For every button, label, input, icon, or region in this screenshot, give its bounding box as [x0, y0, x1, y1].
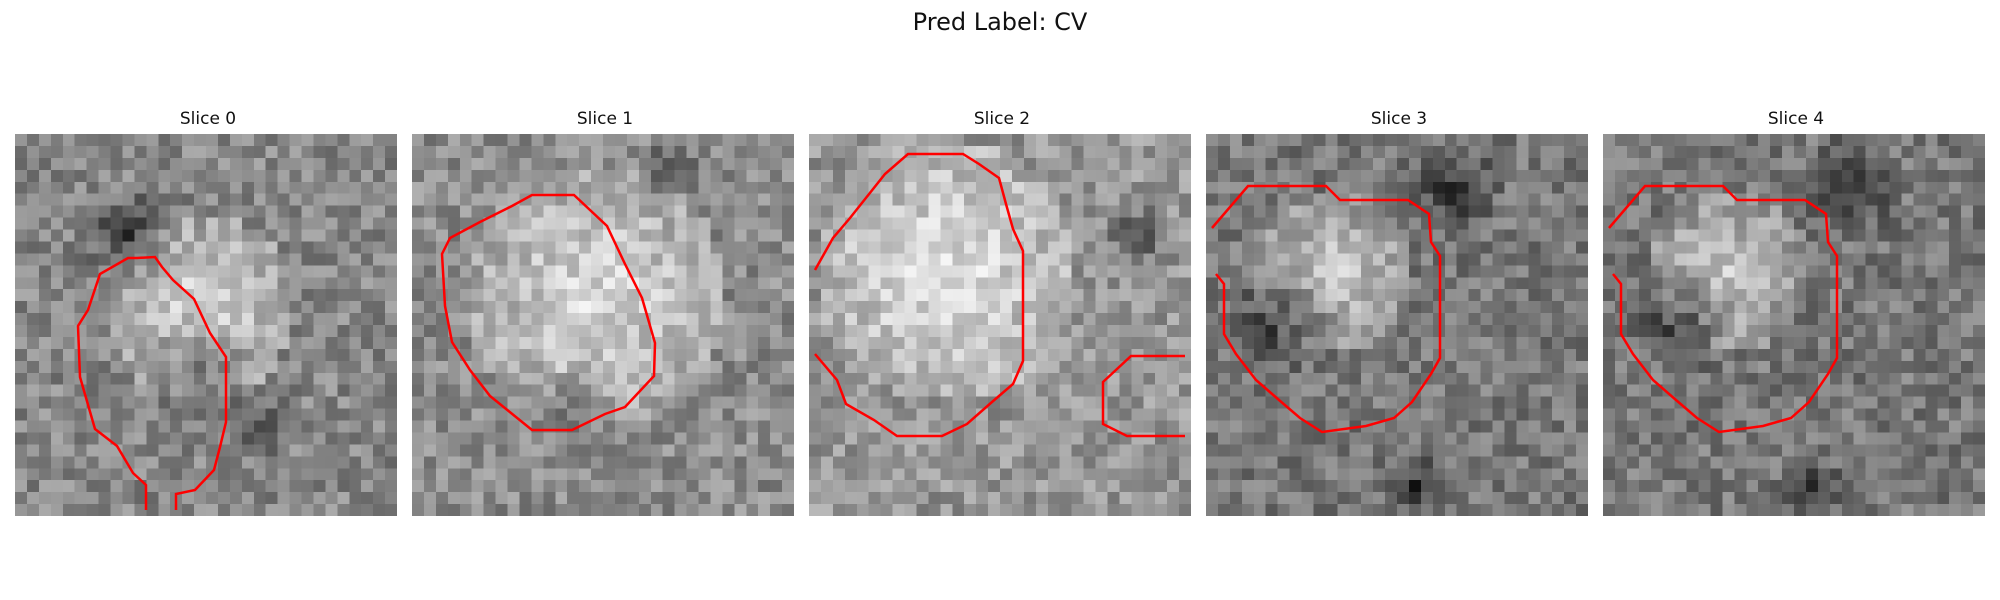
- slice-title: Slice 1: [576, 109, 634, 129]
- slice-panel-1: Slice 1: [412, 108, 798, 516]
- contour-line: [1211, 184, 1442, 434]
- slice-panel-3: Slice 3: [1206, 108, 1592, 516]
- contour-line: [440, 193, 657, 432]
- slice-image: [412, 134, 794, 516]
- slice-title: Slice 0: [179, 109, 237, 129]
- slice-panel-4: Slice 4: [1603, 108, 1989, 516]
- segmentation-contour: [440, 193, 657, 432]
- segmentation-contour: [813, 152, 1185, 438]
- slice-title: Slice 2: [973, 109, 1031, 129]
- slice-title: Slice 4: [1767, 109, 1825, 129]
- segmentation-contour: [1211, 184, 1442, 434]
- slice-panel-2: Slice 2: [809, 108, 1195, 516]
- slice-title: Slice 3: [1370, 109, 1428, 129]
- slice-image: [809, 134, 1191, 516]
- contour-line: [76, 255, 228, 510]
- contour-line: [813, 152, 1025, 438]
- slice-image: [1603, 134, 1985, 516]
- segmentation-contour: [1608, 184, 1839, 434]
- segmentation-contour: [76, 255, 228, 510]
- contour-line: [1608, 184, 1839, 434]
- contour-line: [1101, 354, 1185, 438]
- slice-panel-0: Slice 0: [15, 108, 401, 516]
- figure-title: Pred Label: CV: [912, 8, 1088, 36]
- slice-image: [1206, 134, 1588, 516]
